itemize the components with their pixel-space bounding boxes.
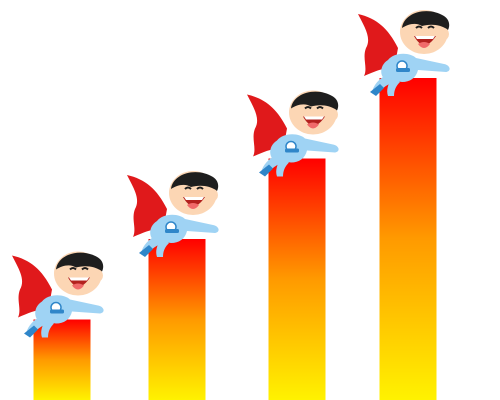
bar-2	[148, 239, 206, 400]
bar-4	[379, 78, 437, 400]
bar-3	[268, 158, 326, 400]
